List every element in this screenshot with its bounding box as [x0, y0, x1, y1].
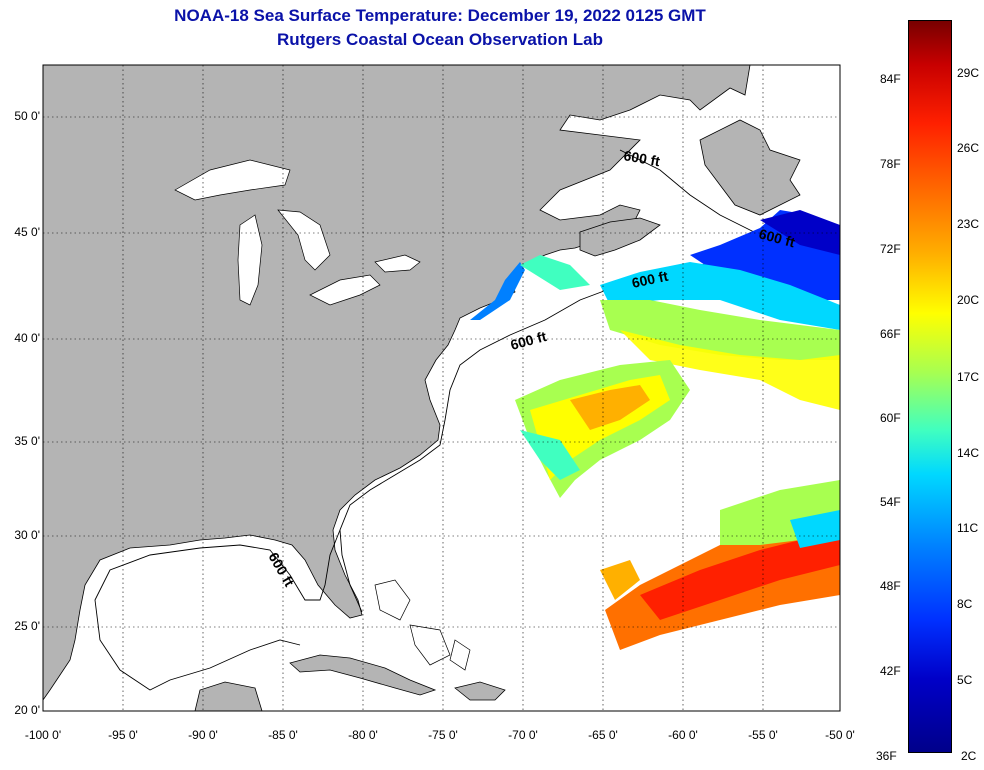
lon-label: -65 0'	[588, 728, 618, 742]
lon-label: -80 0'	[348, 728, 378, 742]
land-north-america	[42, 64, 751, 702]
lon-label: -70 0'	[508, 728, 538, 742]
colorbar-f-label: 78F	[880, 157, 901, 171]
colorbar-f-label: 84F	[880, 72, 901, 86]
sst-swath-central	[515, 360, 690, 498]
lon-label: -55 0'	[748, 728, 778, 742]
bahamas-banks	[374, 579, 471, 671]
land-cuba	[289, 654, 437, 696]
lon-label: -100 0'	[24, 728, 62, 742]
lat-label: 40 0'	[14, 331, 40, 345]
colorbar-f-label: 36F	[876, 749, 897, 763]
lon-label: -90 0'	[188, 728, 218, 742]
sst-swath-north	[470, 210, 840, 410]
colorbar-f-label: 54F	[880, 495, 901, 509]
isobath-label: 600 ft	[630, 268, 669, 291]
plot-frame	[42, 64, 841, 712]
colorbar-c-label: 5C	[957, 673, 973, 687]
lat-label: 20 0'	[14, 703, 40, 717]
lat-label: 25 0'	[14, 619, 40, 633]
map-subtitle: Rutgers Coastal Ocean Observation Lab	[277, 30, 603, 49]
colorbar-c-label: 14C	[957, 446, 980, 460]
lat-label: 30 0'	[14, 528, 40, 542]
colorbar-f-label: 66F	[880, 327, 901, 341]
land-nova-scotia	[579, 217, 661, 257]
lon-label: -85 0'	[268, 728, 298, 742]
land-hispaniola	[454, 681, 506, 701]
lon-label: -60 0'	[668, 728, 698, 742]
lat-label: 45 0'	[14, 225, 40, 239]
colorbar-f-label: 72F	[880, 242, 901, 256]
colorbar-c-label: 23C	[957, 217, 980, 231]
colorbar-f-label: 60F	[880, 411, 901, 425]
lat-label: 50 0'	[14, 109, 40, 123]
colorbar-c-label: 8C	[957, 597, 973, 611]
colorbar-c-label: 29C	[957, 66, 980, 80]
great-lakes	[174, 159, 421, 306]
colorbar-c-label: 20C	[957, 293, 980, 307]
colorbar-c-label: 26C	[957, 141, 980, 155]
colorbar-c-label: 11C	[957, 521, 979, 535]
land-newfoundland	[699, 119, 801, 216]
isobath-label: 600 ft	[622, 147, 661, 169]
lon-label: -95 0'	[108, 728, 138, 742]
colorbar-c-label: 17C	[957, 370, 980, 384]
colorbar-f-label: 48F	[880, 579, 901, 593]
lon-label: -50 0'	[825, 728, 855, 742]
sst-swath-south	[600, 480, 840, 650]
lat-label: 35 0'	[14, 434, 40, 448]
map-title: NOAA-18 Sea Surface Temperature: Decembe…	[174, 6, 706, 25]
colorbar-c-label: 2C	[961, 749, 977, 763]
lon-label: -75 0'	[428, 728, 458, 742]
temperature-colorbar	[908, 20, 952, 753]
colorbar-f-label: 42F	[880, 664, 901, 678]
